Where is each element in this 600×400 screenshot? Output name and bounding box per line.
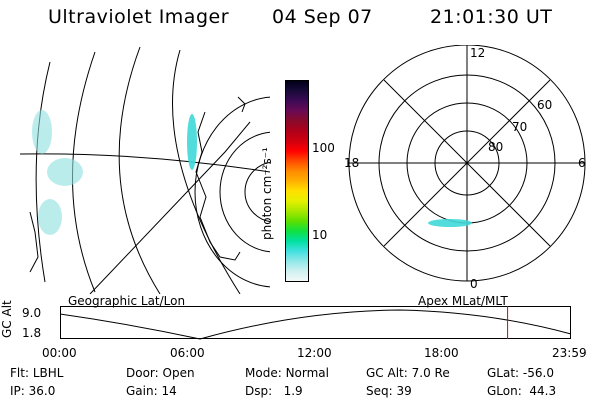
- map-grid-line: [118, 46, 161, 294]
- polar-lat-60: 60: [537, 98, 552, 112]
- timeline-left-label: Geographic Lat/Lon: [68, 294, 186, 308]
- timeline-xtick-1200: 12:00: [297, 346, 332, 360]
- status-mode: Mode: Normal: [245, 366, 329, 380]
- emission-patch: [47, 158, 83, 186]
- timeline-xtick-2359: 23:59: [552, 346, 587, 360]
- polar-lat-70: 70: [512, 120, 527, 134]
- timeline-xtick-0000: 00:00: [42, 346, 77, 360]
- timeline-xtick-1800: 18:00: [424, 346, 459, 360]
- timeline-right-label: Apex MLat/MLT: [418, 294, 508, 308]
- coastline: [237, 96, 246, 113]
- status-ip: IP: 36.0: [10, 384, 56, 398]
- aurora-band: [187, 114, 197, 170]
- timeline-ytick-9: 9.0: [22, 306, 42, 320]
- map-grid-line: [194, 96, 270, 288]
- status-glat: GLat: -56.0: [487, 366, 554, 380]
- polar-plot: 12 0 18 6 60 70 80: [344, 45, 586, 290]
- colorbar-tick-100: 100: [312, 141, 335, 155]
- status-door: Door: Open: [126, 366, 195, 380]
- geographic-map: [20, 46, 270, 294]
- altitude-curve: [60, 309, 572, 340]
- map-grid-line: [219, 131, 270, 253]
- instrument-title: Ultraviolet Imager: [48, 6, 230, 28]
- timeline-xtick-0600: 06:00: [170, 346, 205, 360]
- polar-label-12: 12: [470, 46, 485, 60]
- time-label: 21:01:30 UT: [430, 6, 553, 28]
- status-glon: GLon: 44.3: [487, 384, 557, 398]
- timeline-ytick-1.8: 1.8: [22, 326, 42, 340]
- polar-axis: [383, 79, 551, 247]
- emission-patch: [38, 199, 62, 235]
- status-dsp: Dsp: 1.9: [245, 384, 303, 398]
- status-seq: Seq: 39: [366, 384, 412, 398]
- color-bar: [285, 80, 309, 282]
- aurora-oval: [428, 219, 472, 227]
- colorbar-tick-10: 10: [312, 228, 328, 242]
- timeline-yaxis-label: GC Alt: [0, 300, 14, 338]
- coastline: [195, 111, 241, 261]
- polar-label-6: 6: [578, 156, 586, 170]
- timeline-frame: [60, 306, 571, 339]
- status-gc-alt: GC Alt: 7.0 Re: [366, 366, 450, 380]
- map-grid-line: [20, 153, 270, 173]
- map-grid-line: [35, 61, 51, 283]
- status-flt: Flt: LBHL: [10, 366, 64, 380]
- colorbar-unit-label: photon cm⁻²s⁻¹: [260, 147, 274, 240]
- altitude-timeline: [60, 306, 572, 340]
- map-grid-line: [89, 121, 251, 294]
- polar-label-18: 18: [344, 156, 359, 170]
- map-grid-line: [172, 49, 241, 294]
- map-grid-line: [244, 161, 270, 223]
- polar-lat-80: 80: [488, 140, 503, 154]
- polar-label-0: 0: [470, 277, 478, 290]
- emission-patch: [32, 110, 52, 154]
- coastline: [29, 211, 39, 273]
- date-label: 04 Sep 07: [272, 6, 373, 28]
- status-gain: Gain: 14: [126, 384, 177, 398]
